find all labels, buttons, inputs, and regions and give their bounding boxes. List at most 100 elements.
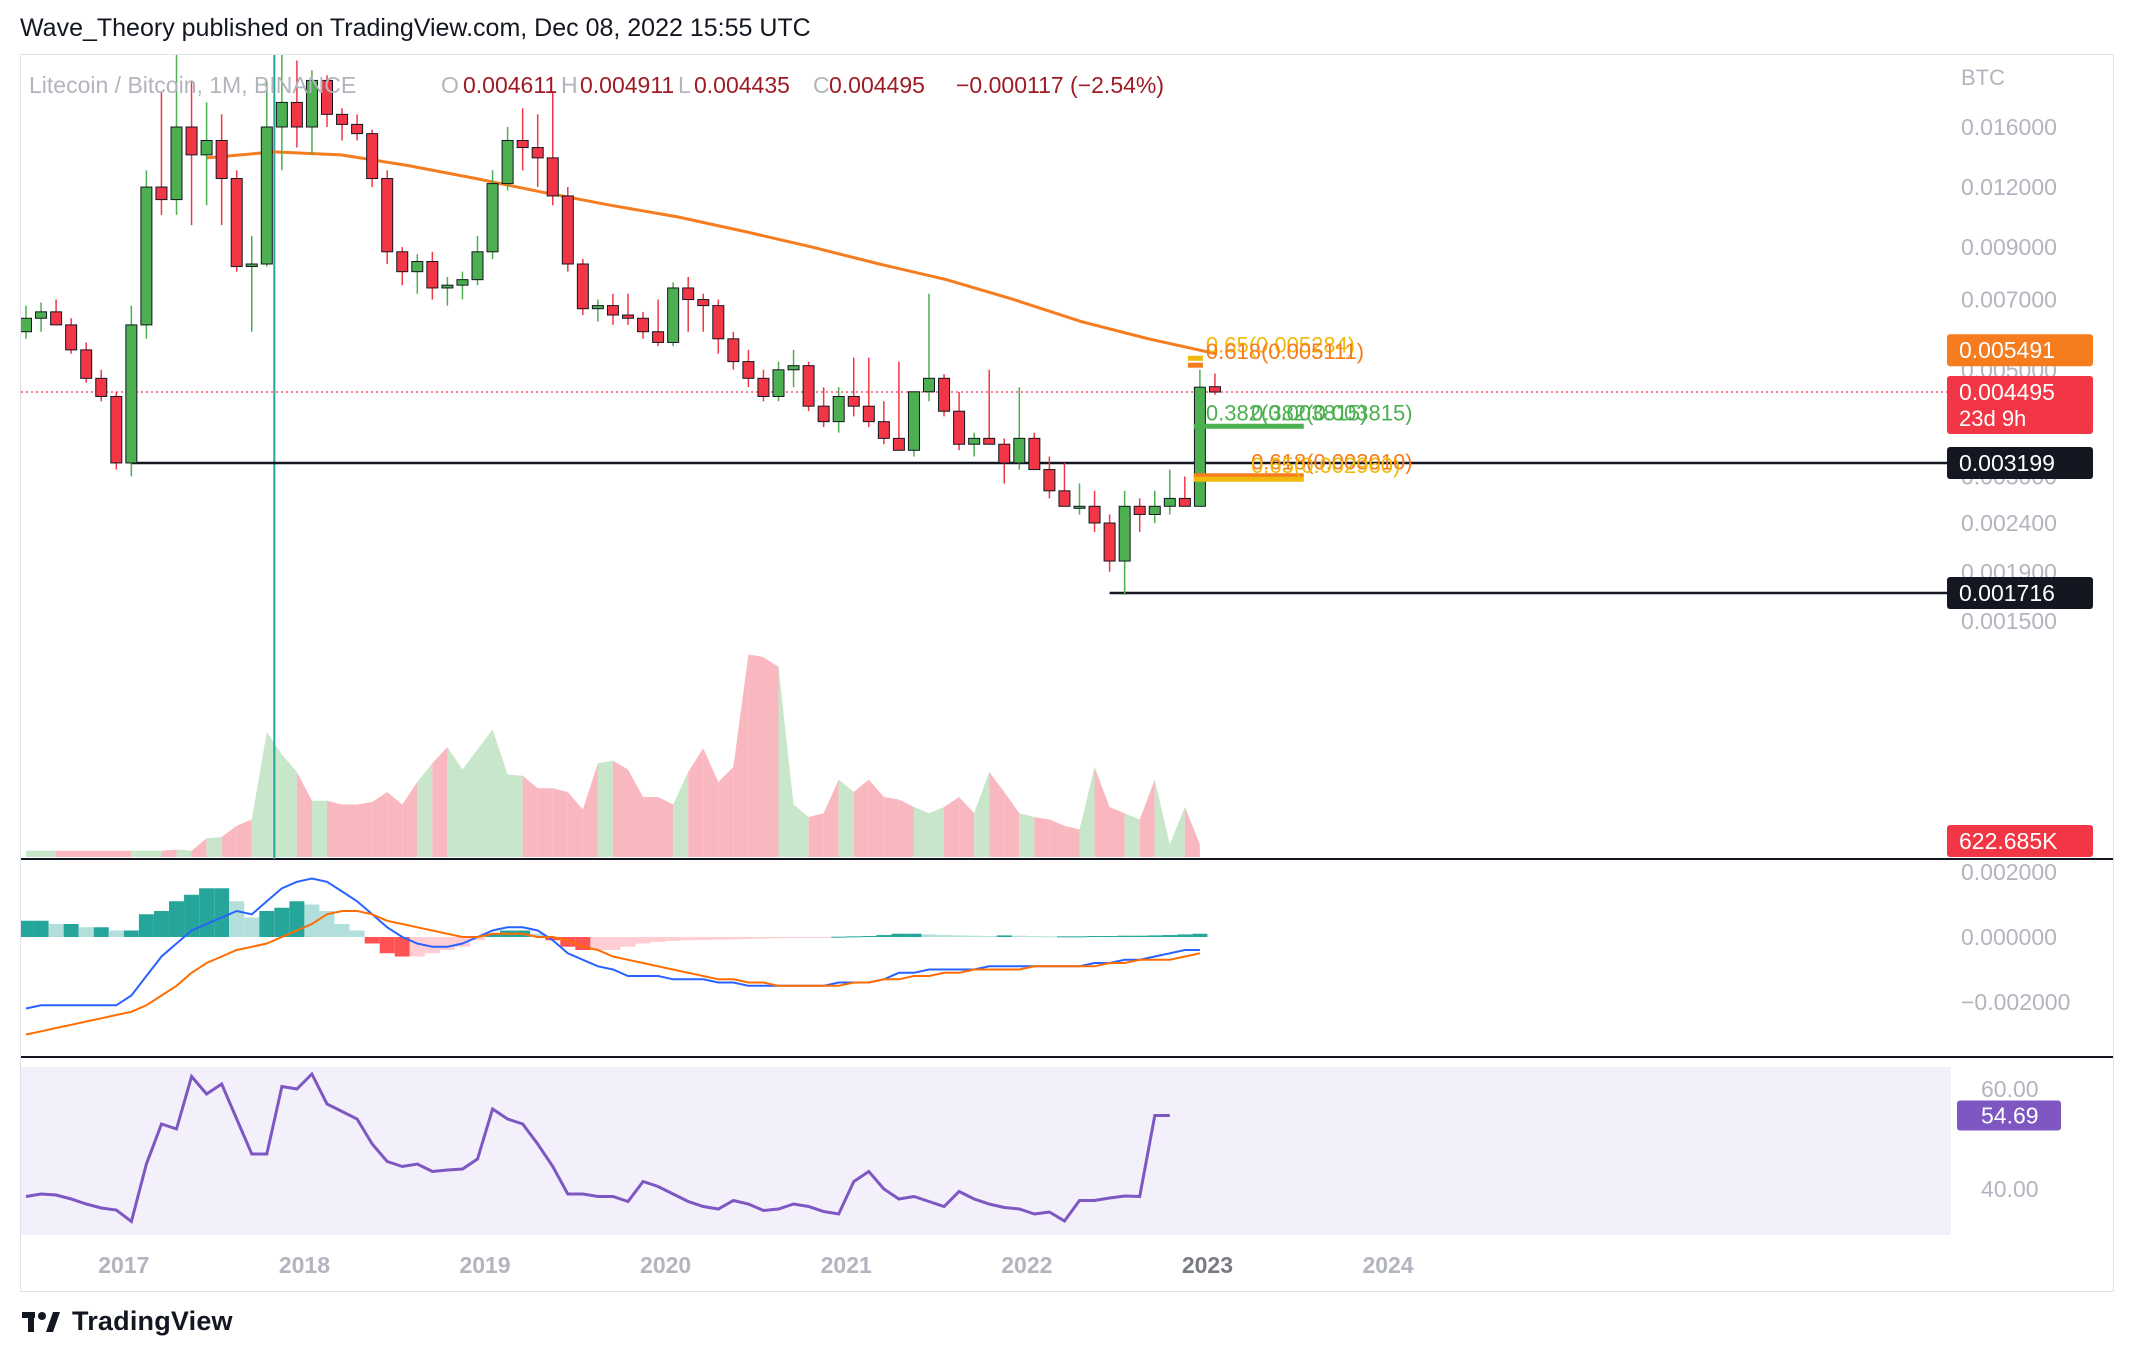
candle: [516, 108, 529, 171]
volume-area-segment: [146, 850, 162, 857]
rsi-band: [21, 1067, 1951, 1235]
candle: [1208, 373, 1221, 395]
candle: [471, 235, 484, 286]
footer-brand: TradingView: [72, 1306, 233, 1336]
candle-body: [591, 305, 604, 310]
candle-body: [712, 305, 725, 340]
candle-body: [486, 183, 499, 253]
price-tick-label: 0.001500: [1961, 608, 2057, 634]
candle-body: [245, 263, 258, 268]
macd-histogram-bar: [78, 927, 94, 937]
candle: [1193, 369, 1206, 507]
macd-histogram-bar: [876, 935, 892, 937]
macd-histogram-bar: [996, 935, 1012, 937]
volume-area-segment: [71, 850, 87, 857]
volume-area-segment: [26, 850, 42, 857]
candle: [245, 235, 258, 332]
candle-body: [983, 437, 996, 445]
macd-histogram-bar: [906, 933, 922, 937]
fib-level-label: 0.382(0.003815): [1206, 400, 1367, 425]
candle-body: [290, 101, 303, 128]
price-label-text: 0.003199: [1959, 450, 2055, 476]
macd-histogram-bar: [63, 924, 79, 937]
volume-area-segment: [898, 799, 914, 857]
volume-area-segment: [567, 792, 583, 857]
macd-histogram-bar: [1087, 936, 1103, 938]
candle: [80, 342, 93, 383]
volume-badge: [1947, 825, 2093, 857]
fib-level-label: 0.618(0.005111): [1206, 339, 1364, 364]
candle-body: [847, 395, 860, 407]
chart-canvas[interactable]: 0.65(0.005284)0.618(0.005111) 0.382(0.003…: [21, 55, 2113, 1291]
candle-body: [637, 317, 650, 333]
volume-area-segment: [477, 729, 493, 857]
candle-body: [682, 287, 695, 301]
rsi-line: [25, 1071, 1170, 1225]
candle: [1028, 432, 1041, 471]
candle: [125, 305, 138, 477]
candle: [486, 170, 499, 260]
candle: [275, 55, 288, 171]
volume-area-segment: [688, 748, 704, 857]
volume-area-segment: [1109, 807, 1125, 857]
volume-area-segment: [582, 763, 598, 857]
macd-histogram-bar: [966, 935, 982, 937]
volume-area-segment: [1139, 779, 1155, 857]
candle-body: [953, 410, 966, 445]
candle-body: [471, 251, 484, 281]
candle-body: [110, 395, 123, 464]
macd-histogram-bar: [816, 937, 832, 938]
candle-body: [456, 279, 469, 286]
volume-area-segment: [417, 763, 433, 857]
volume-area-segment: [597, 760, 613, 857]
candle: [892, 361, 905, 451]
volume-area-segment: [161, 849, 177, 857]
candle-body: [35, 311, 48, 319]
volume-area-segment: [116, 850, 132, 857]
candle: [546, 91, 559, 206]
volume-area-segment: [176, 849, 192, 857]
time-tick-label: 2022: [1001, 1252, 1052, 1278]
volume-area-segment: [41, 850, 57, 857]
candle: [441, 276, 454, 306]
volume-area-segment: [56, 850, 72, 857]
macd-histogram-bar: [33, 920, 49, 937]
candle-body: [305, 79, 318, 128]
candle-body: [968, 437, 981, 445]
candle: [531, 114, 544, 188]
candle-body: [772, 369, 785, 397]
candle: [772, 361, 785, 402]
macd-histogram-bar: [470, 937, 485, 941]
time-tick-label: 2020: [640, 1252, 691, 1278]
macd-histogram-bar: [695, 937, 711, 940]
candle: [1058, 462, 1071, 507]
price-tick-label: 0.016000: [1961, 114, 2057, 140]
time-tick-label: 2023: [1182, 1252, 1233, 1278]
price-label-countdown: 23d 9h: [1959, 406, 2026, 431]
candle: [667, 282, 680, 347]
candle: [200, 102, 213, 206]
macd-histogram-bar: [921, 934, 937, 937]
legend-h-value: 0.004911: [580, 72, 674, 98]
candle: [290, 60, 303, 148]
macd-histogram-bar: [740, 937, 756, 939]
macd-histogram-bar: [635, 937, 651, 944]
macd-histogram-bar: [485, 933, 501, 937]
candle-body: [742, 361, 755, 379]
candle-body: [907, 391, 920, 451]
candle-body: [1118, 505, 1131, 562]
candle-body: [441, 284, 454, 289]
candle-body: [998, 443, 1011, 464]
candle-body: [396, 251, 409, 273]
volume-area-segment: [718, 767, 734, 857]
volume-area-segment: [733, 654, 749, 857]
candle: [215, 114, 228, 226]
candle: [426, 251, 439, 300]
candle-body: [877, 421, 890, 439]
legend-l-value: 0.004435: [694, 72, 790, 98]
candle: [742, 349, 755, 388]
price-label-badge: [1947, 577, 2093, 610]
macd-histogram-bar: [424, 937, 440, 954]
macd-histogram-bar: [710, 937, 726, 940]
candle: [561, 187, 574, 272]
